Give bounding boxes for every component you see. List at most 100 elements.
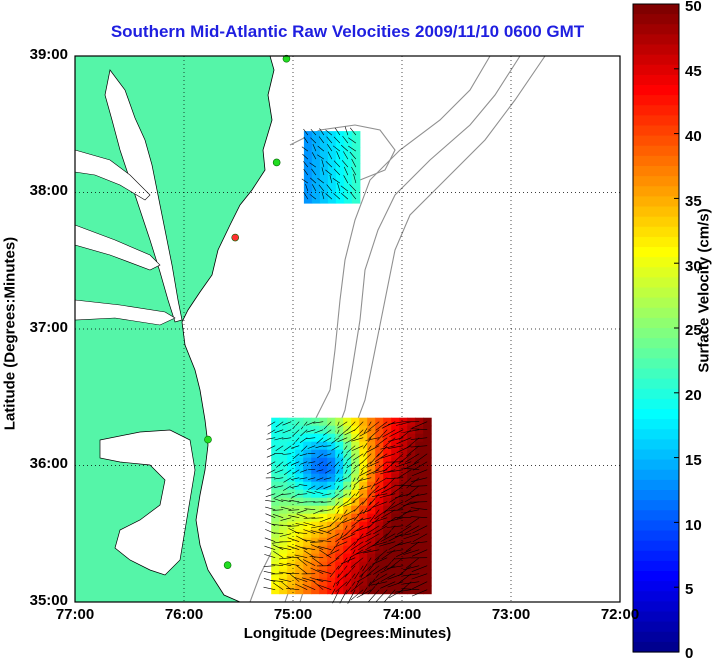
velocity-cell bbox=[271, 578, 280, 587]
colorbar-segment bbox=[633, 115, 679, 126]
colorbar-segment bbox=[633, 581, 679, 592]
velocity-cell bbox=[303, 482, 312, 491]
velocity-cell bbox=[335, 466, 344, 475]
colorbar-segment bbox=[633, 409, 679, 420]
velocity-cell bbox=[343, 522, 352, 531]
colorbar-segment bbox=[633, 4, 679, 15]
velocity-cell bbox=[415, 522, 424, 531]
colorbar-segment bbox=[633, 196, 679, 207]
colorbar-segment bbox=[633, 166, 679, 177]
velocity-cell bbox=[343, 466, 352, 475]
colorbar-segment bbox=[633, 460, 679, 471]
velocity-cell bbox=[295, 450, 304, 459]
velocity-cell bbox=[367, 538, 376, 547]
velocity-cell bbox=[312, 155, 321, 164]
velocity-cell bbox=[359, 522, 368, 531]
velocity-cell bbox=[287, 578, 296, 587]
velocity-cell bbox=[287, 418, 296, 427]
velocity-cell bbox=[336, 147, 345, 156]
velocity-cell bbox=[352, 147, 361, 156]
velocity-cell bbox=[391, 450, 400, 459]
velocity-cell bbox=[367, 514, 376, 523]
velocity-cell bbox=[271, 450, 280, 459]
colorbar-segment bbox=[633, 65, 679, 76]
velocity-cell bbox=[279, 434, 288, 443]
colorbar-segment bbox=[633, 561, 679, 572]
velocity-cell bbox=[352, 171, 361, 180]
colorbar bbox=[633, 4, 679, 653]
velocity-cell bbox=[327, 426, 336, 435]
colorbar-segment bbox=[633, 126, 679, 137]
velocity-field bbox=[264, 127, 432, 604]
colorbar-segment bbox=[633, 338, 679, 349]
colorbar-segment bbox=[633, 45, 679, 56]
velocity-cell bbox=[335, 554, 344, 563]
velocity-cell bbox=[320, 171, 329, 180]
velocity-cell bbox=[304, 171, 313, 180]
colorbar-segment bbox=[633, 257, 679, 268]
velocity-cell bbox=[303, 506, 312, 515]
velocity-cell bbox=[359, 578, 368, 587]
velocity-cell bbox=[279, 522, 288, 531]
velocity-cell bbox=[327, 450, 336, 459]
colorbar-segment bbox=[633, 358, 679, 369]
velocity-cell bbox=[279, 562, 288, 571]
y-tick-label: 37:00 bbox=[18, 319, 68, 336]
velocity-cell bbox=[312, 187, 321, 196]
velocity-cell bbox=[423, 530, 432, 539]
velocity-cell bbox=[327, 522, 336, 531]
colorbar-tick: 40 bbox=[685, 128, 702, 145]
velocity-cell bbox=[335, 514, 344, 523]
velocity-cell bbox=[327, 482, 336, 491]
velocity-cell bbox=[271, 458, 280, 467]
velocity-cell bbox=[328, 187, 337, 196]
velocity-cell bbox=[359, 554, 368, 563]
velocity-cell bbox=[391, 546, 400, 555]
radar-station-marker bbox=[224, 562, 231, 569]
velocity-cell bbox=[295, 474, 304, 483]
velocity-cell bbox=[312, 171, 321, 180]
velocity-cell bbox=[271, 482, 280, 491]
colorbar-segment bbox=[633, 490, 679, 501]
velocity-cell bbox=[423, 474, 432, 483]
y-tick-label: 39:00 bbox=[18, 46, 68, 63]
colorbar-segment bbox=[633, 591, 679, 602]
velocity-cell bbox=[344, 131, 353, 140]
colorbar-tick: 5 bbox=[685, 581, 693, 598]
land-mass bbox=[75, 56, 274, 602]
colorbar-segment bbox=[633, 369, 679, 380]
x-tick-label: 75:00 bbox=[263, 606, 323, 623]
velocity-cell bbox=[407, 578, 416, 587]
velocity-cell bbox=[375, 522, 384, 531]
velocity-cell bbox=[359, 418, 368, 427]
velocity-cell bbox=[303, 458, 312, 467]
colorbar-segment bbox=[633, 389, 679, 400]
velocity-cell bbox=[287, 482, 296, 491]
x-axis-label: Longitude (Degrees:Minutes) bbox=[75, 625, 620, 642]
velocity-cell bbox=[367, 554, 376, 563]
velocity-cell bbox=[271, 530, 280, 539]
velocity-cell bbox=[295, 458, 304, 467]
velocity-cell bbox=[415, 474, 424, 483]
velocity-cell bbox=[327, 474, 336, 483]
velocity-cell bbox=[295, 426, 304, 435]
velocity-cell bbox=[383, 474, 392, 483]
velocity-cell bbox=[312, 163, 321, 172]
colorbar-segment bbox=[633, 247, 679, 258]
velocity-cell bbox=[304, 179, 313, 188]
velocity-cell bbox=[319, 482, 328, 491]
colorbar-segment bbox=[633, 510, 679, 521]
velocity-cell bbox=[327, 530, 336, 539]
velocity-cell bbox=[367, 562, 376, 571]
colorbar-segment bbox=[633, 399, 679, 410]
velocity-cell bbox=[343, 442, 352, 451]
velocity-cell bbox=[319, 554, 328, 563]
velocity-cell bbox=[319, 474, 328, 483]
colorbar-tick: 45 bbox=[685, 63, 702, 80]
velocity-cell bbox=[367, 450, 376, 459]
colorbar-tick: 20 bbox=[685, 387, 702, 404]
velocity-cell bbox=[311, 418, 320, 427]
velocity-cell bbox=[319, 506, 328, 515]
colorbar-segment bbox=[633, 14, 679, 25]
velocity-cell bbox=[320, 195, 329, 204]
